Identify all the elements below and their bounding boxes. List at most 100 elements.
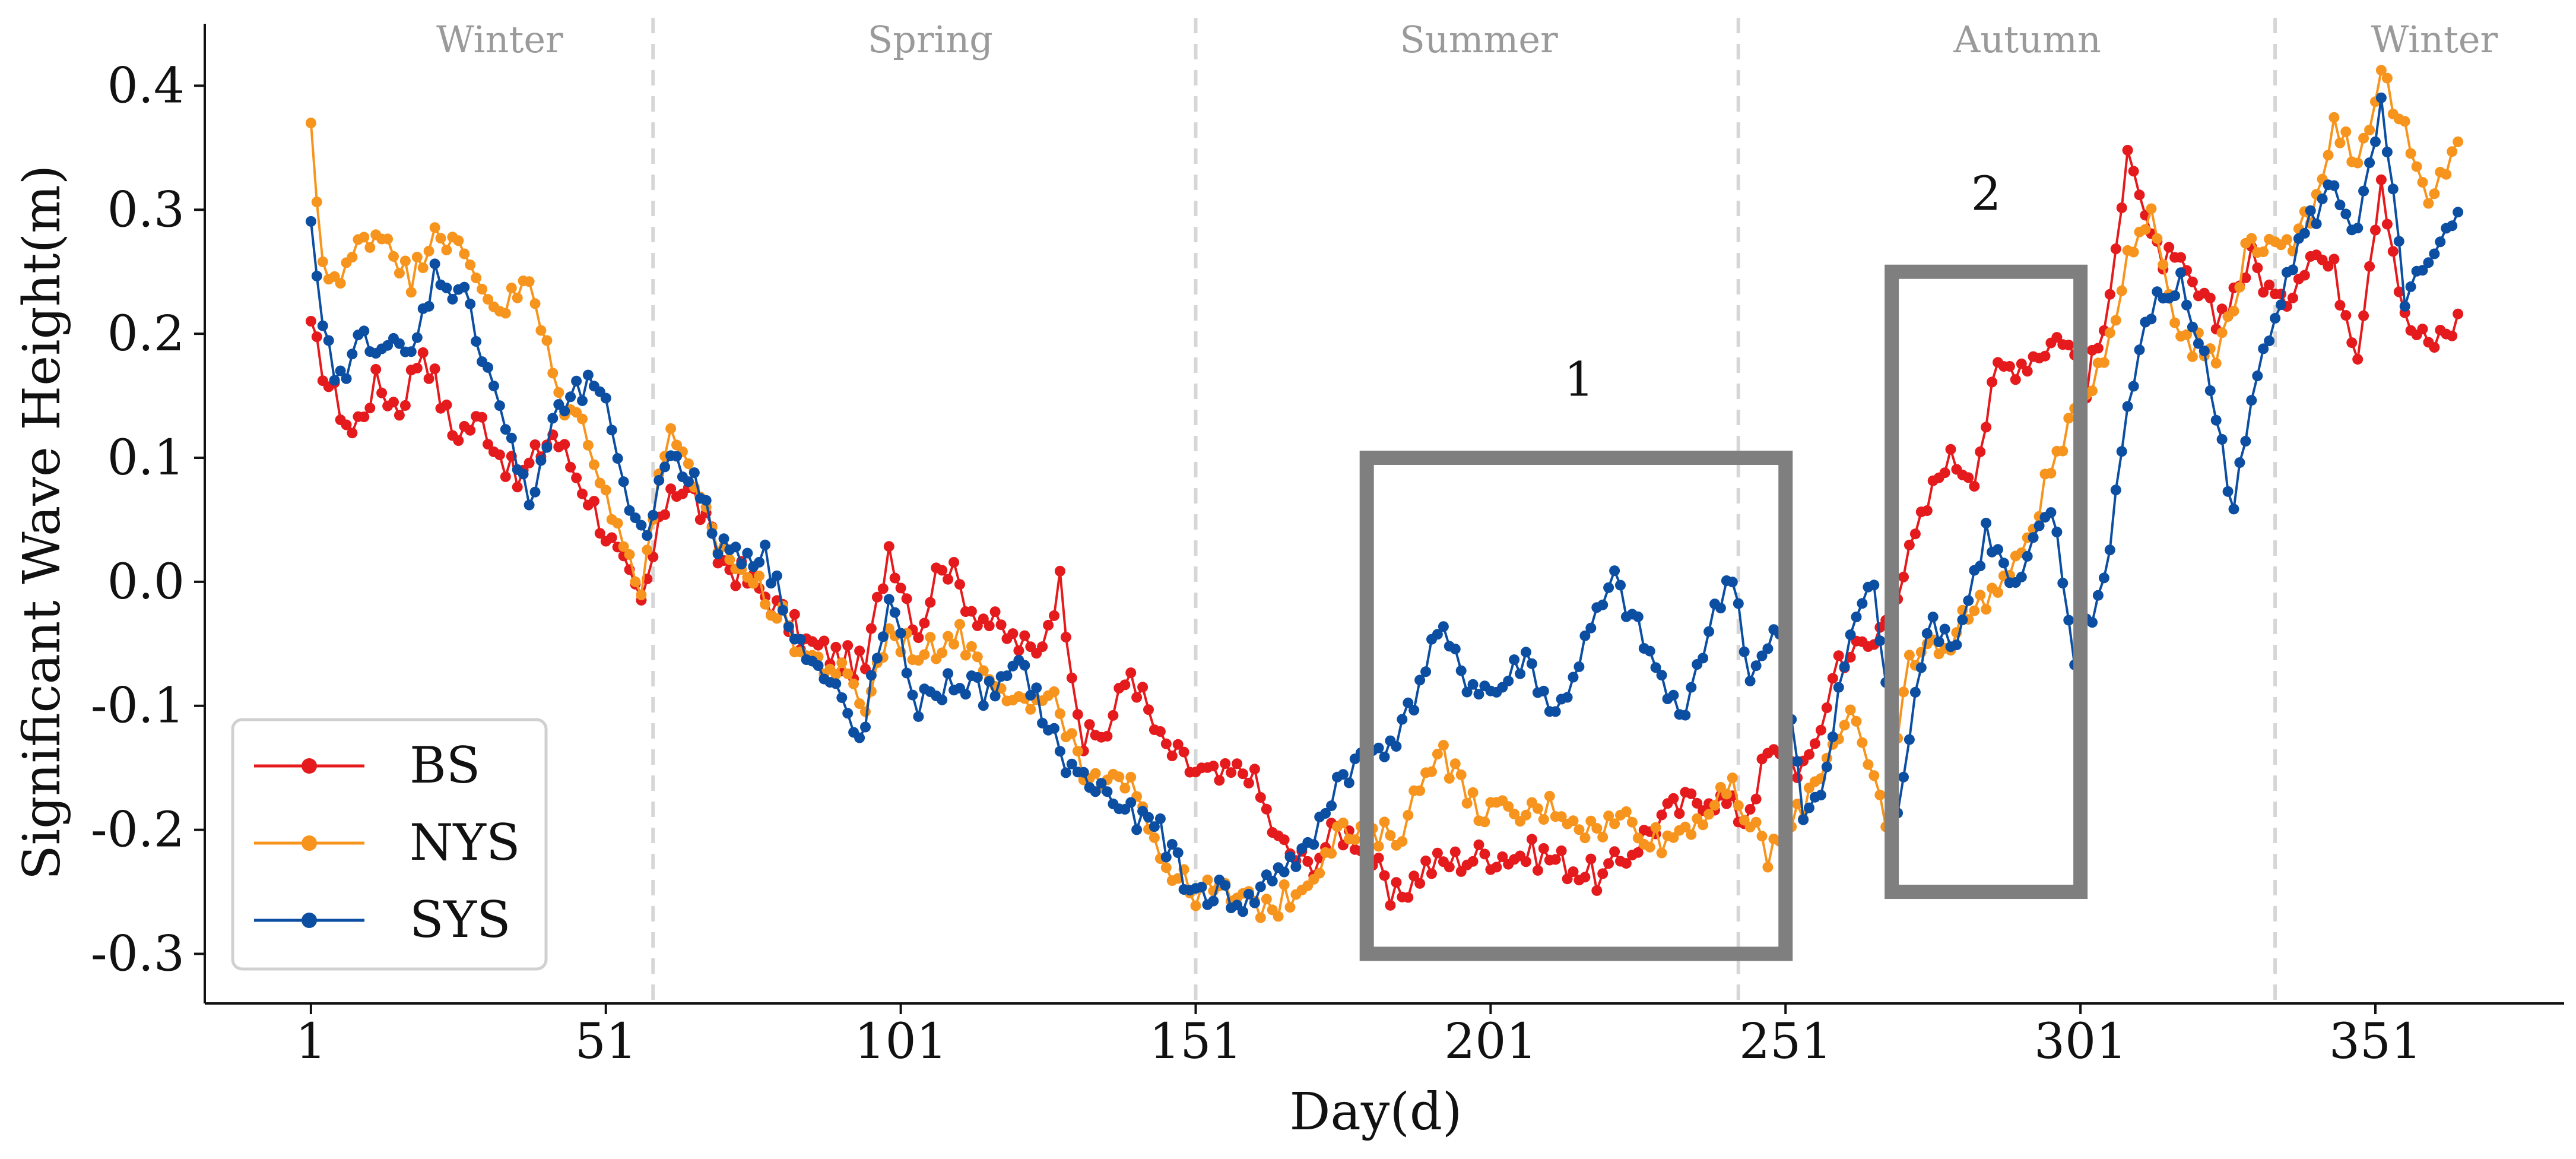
point-sys-266 xyxy=(1868,580,1880,591)
point-sys-10 xyxy=(359,325,370,337)
point-sys-57 xyxy=(636,520,647,531)
point-sys-21 xyxy=(423,300,434,312)
point-nys-361 xyxy=(2429,188,2440,200)
point-sys-267 xyxy=(1874,635,1886,647)
point-bs-210 xyxy=(1538,843,1549,854)
point-bs-2 xyxy=(311,331,322,343)
point-sys-171 xyxy=(1308,839,1319,850)
point-sys-350 xyxy=(2364,157,2375,169)
point-nys-218 xyxy=(1585,815,1597,826)
point-sys-318 xyxy=(2175,267,2187,278)
point-sys-2 xyxy=(311,270,322,281)
point-bs-128 xyxy=(1054,565,1065,577)
point-sys-215 xyxy=(1568,672,1579,683)
point-nys-163 xyxy=(1261,894,1272,905)
point-nys-14 xyxy=(382,233,394,245)
point-bs-241 xyxy=(1721,798,1732,809)
point-sys-152 xyxy=(1196,882,1207,893)
point-nys-360 xyxy=(2423,198,2434,209)
point-sys-282 xyxy=(1963,595,1974,606)
point-sys-74 xyxy=(736,559,747,569)
point-sys-24 xyxy=(441,282,452,293)
point-bs-310 xyxy=(2128,166,2139,177)
point-sys-332 xyxy=(2258,343,2269,354)
point-sys-296 xyxy=(2045,507,2057,518)
point-sys-261 xyxy=(1839,661,1850,672)
point-nys-228 xyxy=(1644,841,1655,853)
point-bs-83 xyxy=(789,609,800,620)
point-sys-141 xyxy=(1131,824,1143,835)
legend-label-sys: SYS xyxy=(410,891,511,949)
point-bs-215 xyxy=(1568,866,1579,878)
point-bs-111 xyxy=(954,579,965,590)
point-sys-240 xyxy=(1715,603,1726,614)
point-nys-27 xyxy=(459,248,470,259)
point-nys-162 xyxy=(1255,912,1266,923)
point-bs-346 xyxy=(2340,310,2352,321)
point-nys-19 xyxy=(411,252,423,262)
point-sys-222 xyxy=(1609,565,1620,577)
point-bs-271 xyxy=(1898,571,1909,582)
point-sys-22 xyxy=(429,258,440,270)
point-bs-292 xyxy=(2022,366,2033,377)
point-nys-343 xyxy=(2323,150,2334,161)
point-sys-32 xyxy=(488,381,499,391)
point-nys-363 xyxy=(2441,169,2452,180)
point-sys-82 xyxy=(783,621,794,632)
point-bs-289 xyxy=(2004,361,2015,372)
point-bs-99 xyxy=(883,541,894,552)
point-sys-284 xyxy=(1975,560,1986,572)
point-sys-320 xyxy=(2187,321,2198,332)
legend-marker-sys xyxy=(302,913,317,928)
point-nys-207 xyxy=(1521,809,1531,821)
point-sys-73 xyxy=(730,542,741,553)
point-sys-7 xyxy=(341,373,352,384)
point-sys-91 xyxy=(836,692,848,703)
point-nys-189 xyxy=(1414,785,1426,796)
point-nys-111 xyxy=(954,619,965,630)
point-nys-243 xyxy=(1733,800,1744,811)
point-nys-224 xyxy=(1620,806,1632,817)
point-bs-73 xyxy=(730,580,741,591)
series-layer xyxy=(305,65,2464,923)
point-bs-255 xyxy=(1804,749,1814,760)
point-sys-278 xyxy=(1939,623,1950,635)
point-sys-305 xyxy=(2098,572,2109,584)
point-nys-8 xyxy=(347,252,358,262)
point-nys-178 xyxy=(1349,834,1360,846)
point-nys-91 xyxy=(836,657,848,669)
point-bs-108 xyxy=(937,565,948,576)
point-sys-355 xyxy=(2393,236,2404,247)
point-nys-272 xyxy=(1904,650,1915,661)
y-tick-label-2: -0.2 xyxy=(91,802,185,859)
point-sys-117 xyxy=(989,691,1001,702)
point-nys-264 xyxy=(1857,737,1868,748)
point-bs-275 xyxy=(1921,505,1933,516)
point-sys-71 xyxy=(718,533,729,544)
y-tick-label-4: 0.0 xyxy=(107,554,185,610)
point-sys-354 xyxy=(2387,183,2399,195)
point-sys-313 xyxy=(2146,314,2157,325)
point-nys-364 xyxy=(2447,146,2458,157)
point-sys-97 xyxy=(871,653,883,664)
point-nys-225 xyxy=(1626,816,1638,828)
point-sys-145 xyxy=(1154,813,1166,824)
point-sys-263 xyxy=(1851,612,1862,622)
point-bs-332 xyxy=(2258,287,2269,298)
point-sys-8 xyxy=(347,349,358,360)
point-sys-98 xyxy=(877,631,889,642)
point-bs-88 xyxy=(819,635,830,647)
point-nys-41 xyxy=(541,335,553,346)
point-nys-238 xyxy=(1703,809,1715,820)
point-nys-123 xyxy=(1025,704,1036,715)
point-bs-214 xyxy=(1562,873,1573,885)
point-nys-109 xyxy=(943,631,954,642)
point-sys-90 xyxy=(830,678,842,689)
point-sys-63 xyxy=(671,451,682,462)
point-sys-277 xyxy=(1933,636,1944,647)
y-tick-label-7: 0.3 xyxy=(107,182,185,238)
point-sys-255 xyxy=(1804,802,1814,813)
x-tick-label-5: 201 xyxy=(1444,1014,1537,1070)
point-nys-262 xyxy=(1845,704,1856,715)
point-sys-234 xyxy=(1680,710,1691,721)
